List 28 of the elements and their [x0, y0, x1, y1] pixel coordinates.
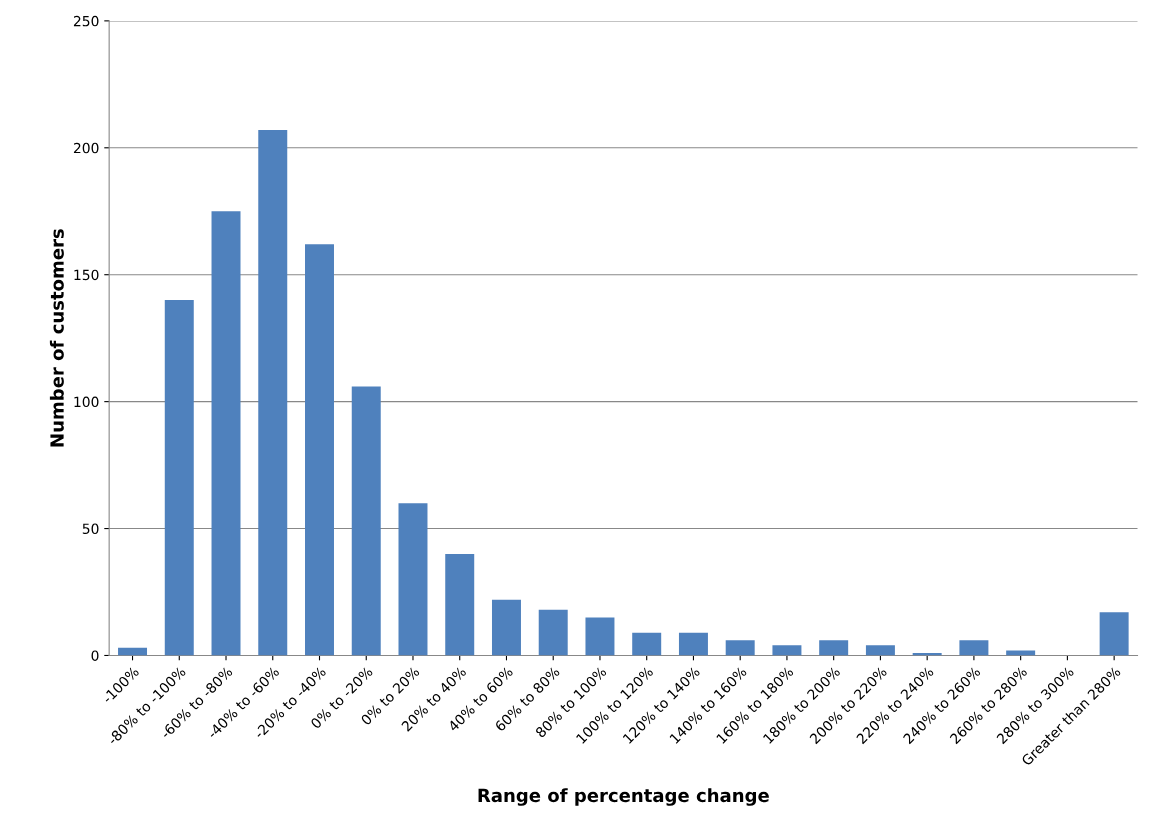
bar	[491, 599, 521, 656]
bar	[351, 386, 381, 656]
bar	[865, 645, 895, 656]
bar	[445, 553, 475, 656]
bar	[118, 647, 148, 656]
x-axis-title: Range of percentage change	[478, 788, 769, 806]
y-tick-label: 100	[74, 396, 99, 408]
bar	[1006, 650, 1036, 656]
y-tick-label: 0	[91, 650, 99, 661]
y-tick-label: 250	[73, 15, 99, 27]
bar	[725, 640, 755, 656]
bar	[772, 645, 802, 656]
bar	[305, 244, 334, 656]
y-tick-label: 200	[73, 142, 99, 154]
y-axis-title: Number of customers	[49, 229, 64, 447]
bar	[632, 632, 662, 656]
y-tick-label: 50	[82, 523, 99, 535]
bar	[258, 130, 288, 656]
bar	[538, 609, 568, 656]
bar	[398, 503, 428, 656]
y-tick-label: 150	[74, 269, 99, 281]
bar	[1099, 612, 1129, 656]
bar	[678, 632, 708, 656]
bar	[211, 211, 241, 656]
bar	[585, 617, 615, 656]
bar	[819, 640, 849, 656]
bar	[164, 300, 194, 656]
bar	[959, 640, 989, 656]
